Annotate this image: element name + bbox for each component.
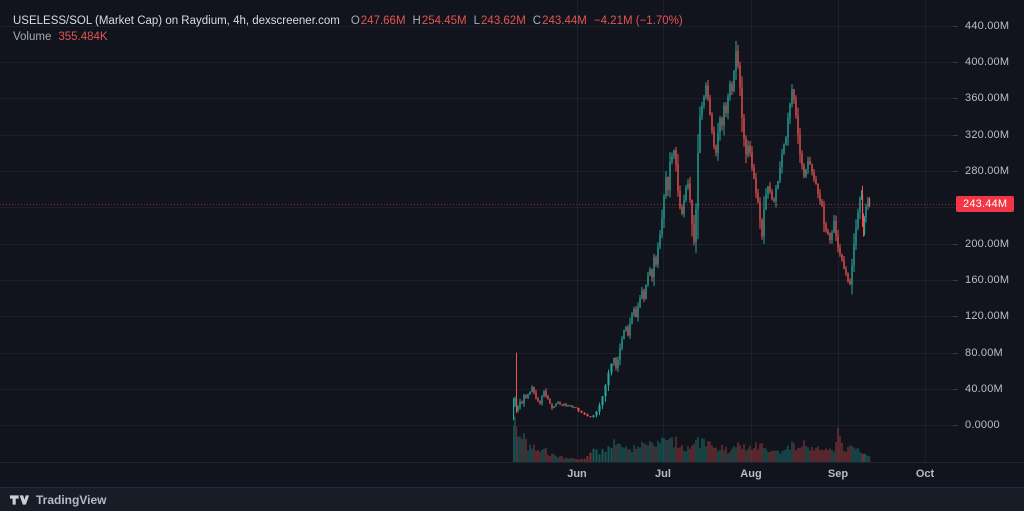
- tradingview-link[interactable]: TradingView: [10, 493, 106, 507]
- price-axis[interactable]: 440.00M 400.00M 360.00M 320.00M 280.00M 200.0…: [955, 0, 1024, 487]
- price-axis-label: 320.00M: [965, 128, 1010, 141]
- time-axis-label: Oct: [915, 468, 935, 480]
- tradingview-brand-text: TradingView: [36, 492, 107, 507]
- chart-legend: USELESS/SOL (Market Cap) on Raydium, 4h,…: [13, 13, 683, 45]
- volume-value: 355.484K: [58, 31, 108, 43]
- volume-label: Volume: [13, 31, 52, 43]
- price-axis-label: 200.00M: [965, 237, 1010, 250]
- time-axis-label: Aug: [740, 468, 762, 480]
- price-axis-label: 40.00M: [965, 382, 1003, 395]
- legend-row-ohlc: USELESS/SOL (Market Cap) on Raydium, 4h,…: [13, 13, 683, 29]
- time-axis-separator: [0, 462, 1024, 463]
- time-axis[interactable]: Jun Jul Aug Sep Oct: [0, 463, 1024, 487]
- price-axis-label: 80.00M: [965, 346, 1003, 359]
- time-axis-label: Sep: [827, 468, 849, 480]
- price-axis-label: 160.00M: [965, 273, 1010, 286]
- current-price-badge: 243.44M: [956, 196, 1015, 213]
- time-axis-label: Jun: [567, 468, 587, 480]
- footer-bar: TradingView: [0, 487, 1024, 511]
- ohlc-open: O 247.66M: [350, 15, 406, 27]
- price-axis-label: 280.00M: [965, 164, 1010, 177]
- price-axis-label: 360.00M: [965, 92, 1010, 105]
- price-axis-label: 400.00M: [965, 55, 1010, 68]
- ohlc-close: C 243.44M: [532, 15, 587, 27]
- price-axis-label: 0.0000: [965, 419, 1000, 432]
- price-axis-label: 440.00M: [965, 19, 1010, 32]
- time-axis-label: Jul: [655, 468, 671, 480]
- symbol-title: USELESS/SOL (Market Cap) on Raydium, 4h,…: [13, 15, 340, 27]
- ohlc-low: L 243.62M: [473, 15, 526, 27]
- price-axis-label: 120.00M: [965, 310, 1010, 323]
- tradingview-logo-icon: [10, 494, 30, 505]
- price-change: −4.21M (−1.70%): [593, 15, 683, 27]
- legend-row-volume: Volume 355.484K: [13, 29, 683, 45]
- ohlc-high: H 254.45M: [412, 15, 467, 27]
